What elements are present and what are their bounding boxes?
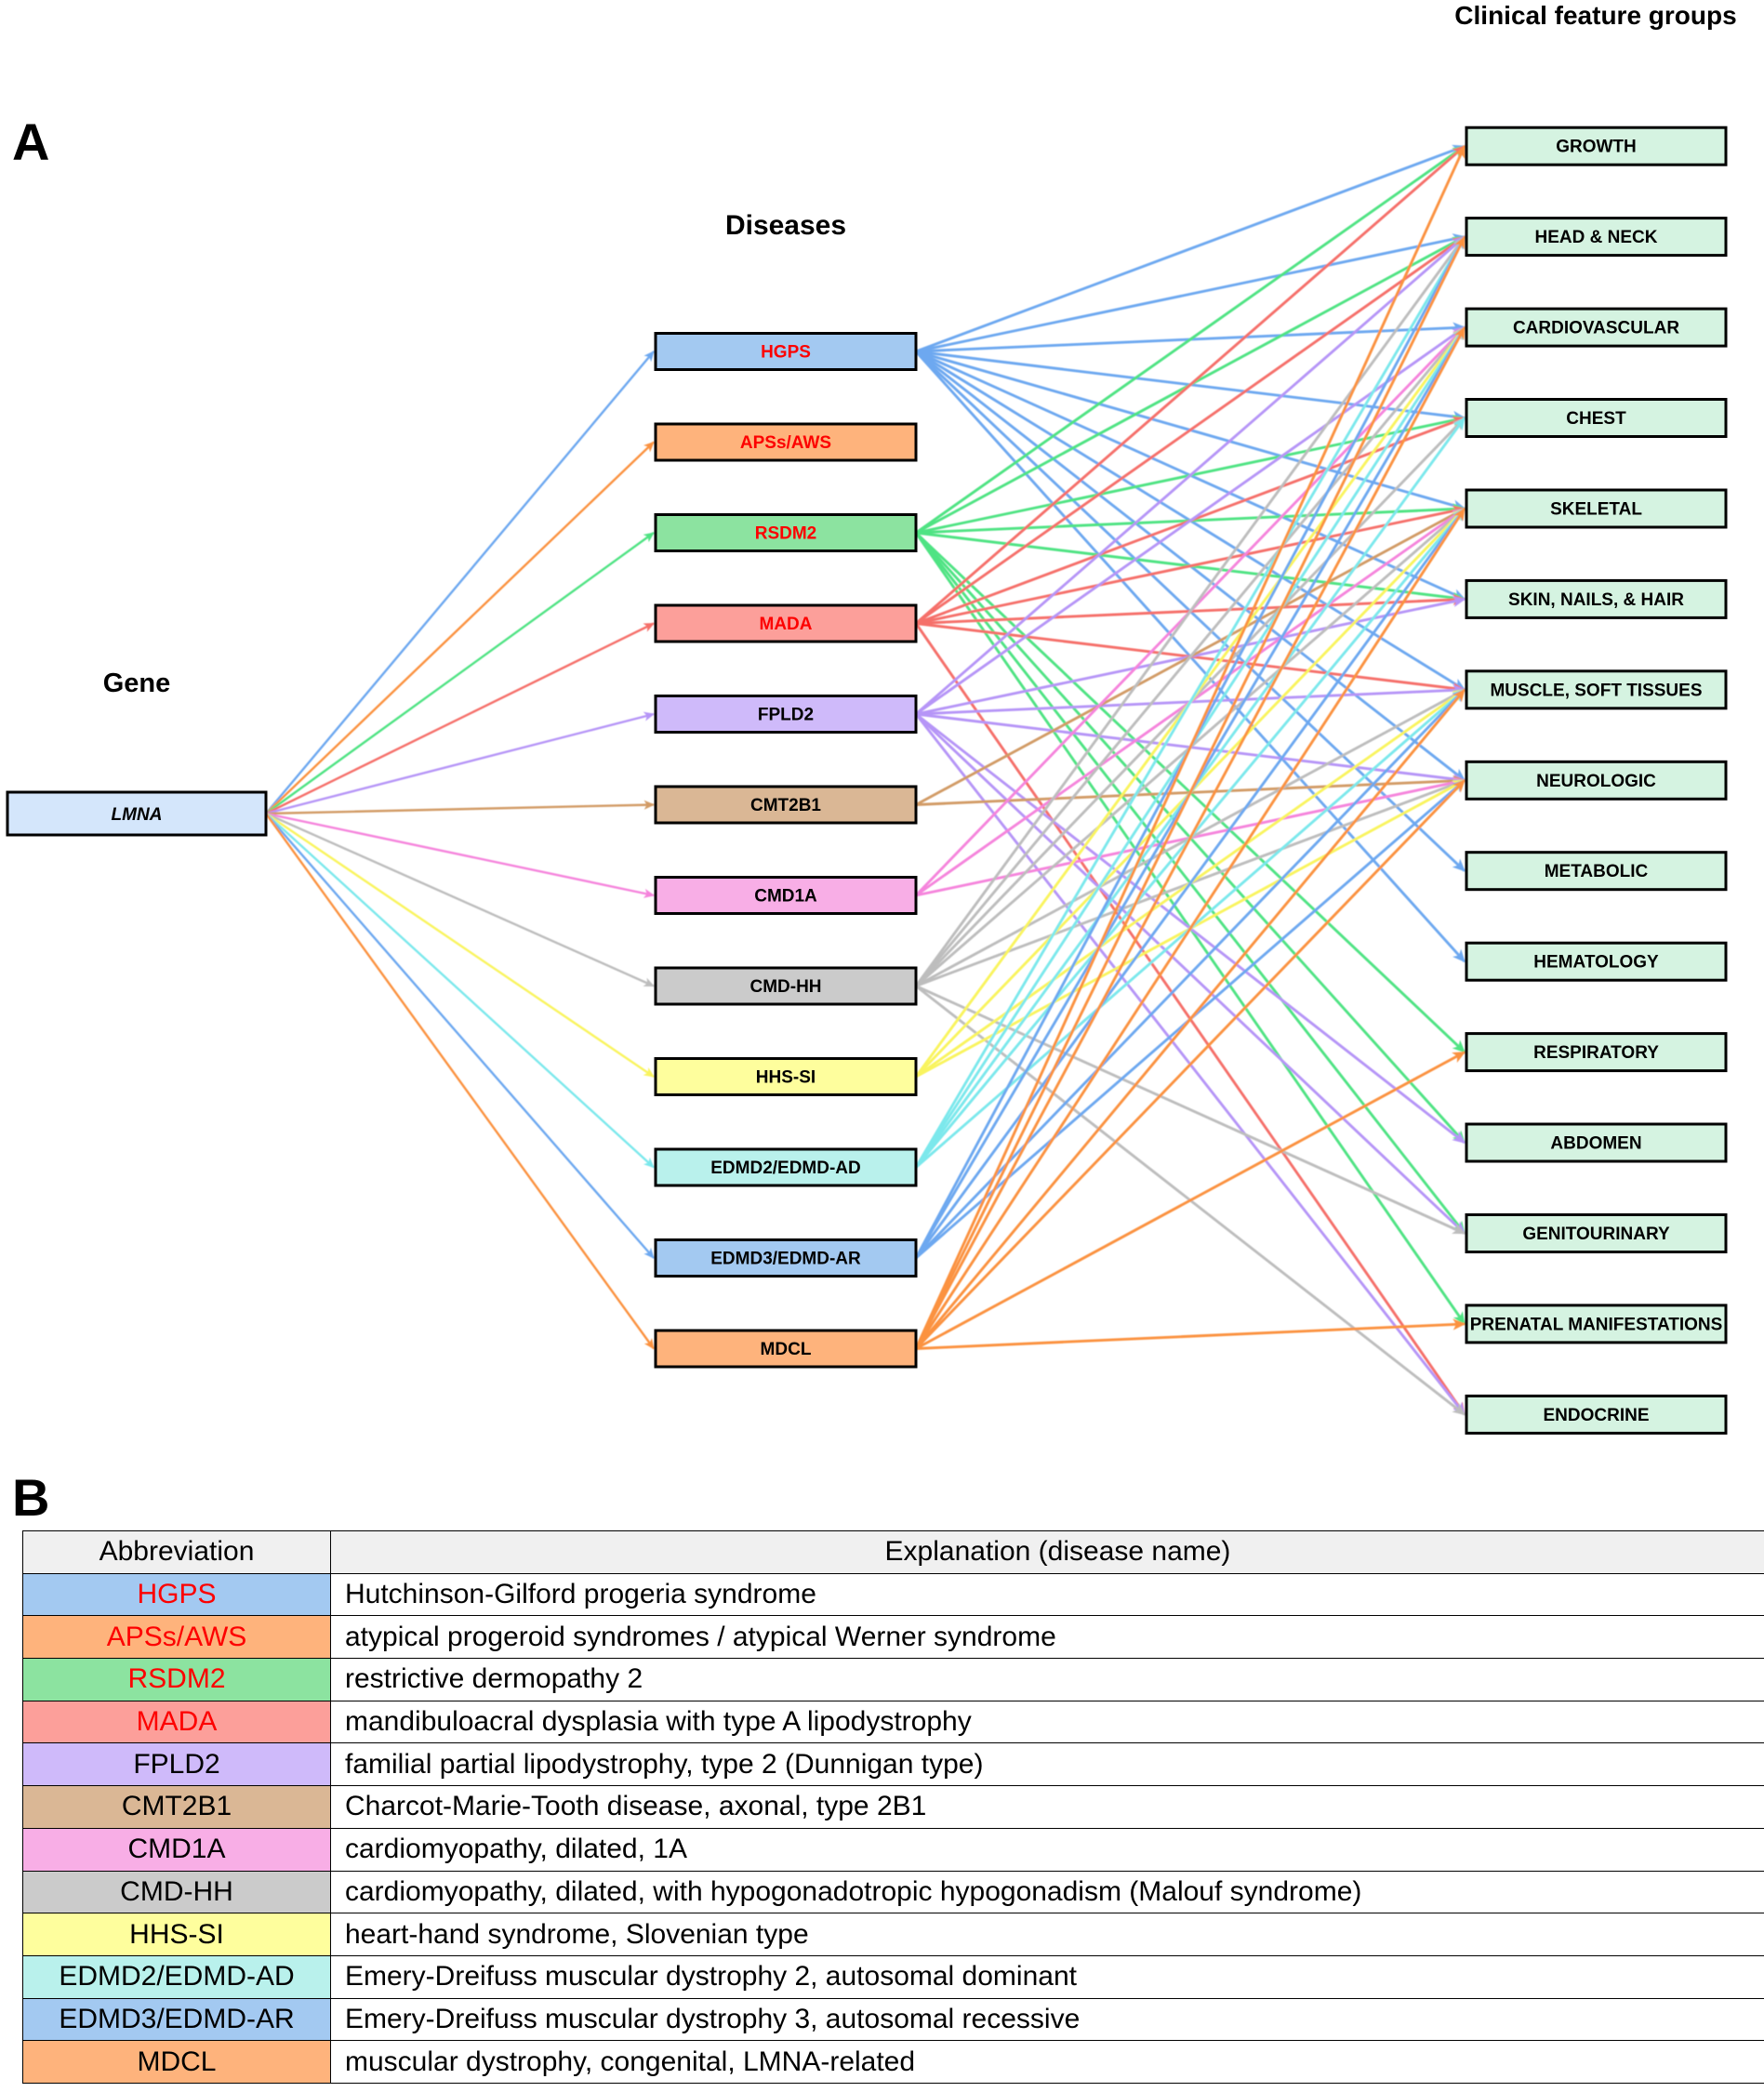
svg-text:RSDM2: RSDM2 (755, 524, 817, 544)
svg-text:MUSCLE, SOFT TISSUES: MUSCLE, SOFT TISSUES (1490, 681, 1702, 700)
svg-text:HEMATOLOGY: HEMATOLOGY (1533, 953, 1659, 973)
svg-text:METABOLIC: METABOLIC (1545, 862, 1649, 881)
svg-text:SKIN, NAILS, & HAIR: SKIN, NAILS, & HAIR (1508, 590, 1684, 610)
svg-text:RESPIRATORY: RESPIRATORY (1533, 1043, 1659, 1063)
svg-text:CARDIOVASCULAR: CARDIOVASCULAR (1513, 319, 1679, 338)
svg-text:EDMD3/EDMD-AR: EDMD3/EDMD-AR (710, 1250, 861, 1269)
svg-text:NEUROLOGIC: NEUROLOGIC (1536, 772, 1656, 791)
svg-text:SKELETAL: SKELETAL (1550, 500, 1642, 520)
svg-text:ENDOCRINE: ENDOCRINE (1543, 1406, 1649, 1425)
svg-text:GENITOURINARY: GENITOURINARY (1522, 1225, 1670, 1244)
svg-text:Diseases: Diseases (725, 210, 846, 241)
svg-text:APSs/AWS: APSs/AWS (740, 433, 831, 453)
svg-text:GROWTH: GROWTH (1556, 138, 1637, 157)
svg-text:Gene: Gene (103, 669, 171, 698)
svg-text:PRENATAL MANIFESTATIONS: PRENATAL MANIFESTATIONS (1470, 1315, 1723, 1334)
svg-text:FPLD2: FPLD2 (758, 706, 814, 725)
svg-text:CMD1A: CMD1A (754, 887, 817, 907)
svg-text:EDMD2/EDMD-AD: EDMD2/EDMD-AD (710, 1159, 861, 1178)
svg-text:ABDOMEN: ABDOMEN (1550, 1134, 1641, 1154)
svg-text:CMD-HH: CMD-HH (749, 977, 821, 997)
svg-text:CHEST: CHEST (1566, 409, 1626, 429)
svg-text:Clinical feature groups: Clinical feature groups (1454, 1, 1736, 30)
svg-text:A: A (12, 113, 49, 171)
svg-text:LMNA: LMNA (112, 805, 163, 825)
svg-text:HGPS: HGPS (761, 343, 811, 363)
svg-text:HHS-SI: HHS-SI (756, 1068, 816, 1088)
svg-text:MDCL: MDCL (761, 1340, 812, 1359)
svg-text:MADA: MADA (760, 615, 813, 634)
svg-text:CMT2B1: CMT2B1 (750, 796, 821, 815)
svg-text:HEAD & NECK: HEAD & NECK (1535, 228, 1658, 247)
